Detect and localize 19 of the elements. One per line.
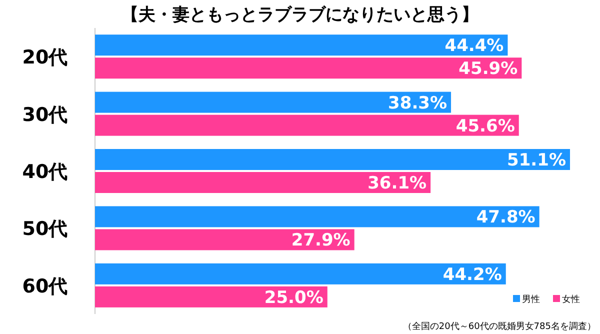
category: 30代 [22, 104, 68, 126]
annotation: （全国の20代～60代の既婚男女785名を調査） [402, 322, 596, 332]
category: 50代 [22, 218, 68, 240]
data-label: 27.9% [291, 230, 350, 251]
data-label: 25.0% [264, 288, 324, 308]
data-label: 44.4% [444, 36, 504, 56]
legend-label: 男性 [522, 295, 540, 305]
data-label: 44.2% [442, 264, 502, 285]
data-label: 51.1% [507, 150, 566, 170]
title: 【夫・妻ともっとラブラブになりたいと思う】 [122, 5, 478, 25]
legend-label: 女性 [562, 295, 580, 305]
data-label: 36.1% [368, 174, 427, 194]
category: 20代 [22, 46, 68, 69]
data-label: 45.9% [458, 59, 518, 80]
category: 40代 [22, 161, 68, 183]
data-label: 45.6% [456, 116, 515, 136]
data-label: 38.3% [388, 93, 448, 114]
data-label: 47.8% [476, 208, 536, 228]
category: 60代 [22, 275, 68, 298]
